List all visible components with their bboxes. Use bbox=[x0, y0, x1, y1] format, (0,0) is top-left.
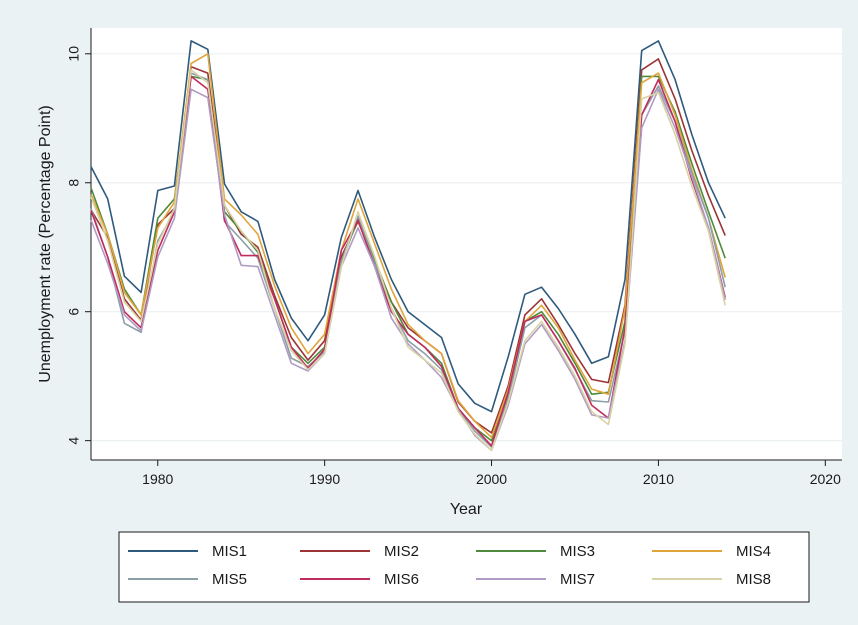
legend-label-mis6: MIS6 bbox=[384, 571, 419, 588]
y-tick-label: 8 bbox=[66, 179, 82, 187]
legend: MIS1 MIS2 MIS3 MIS4 MIS5 MIS6 MIS7 MIS8 bbox=[118, 531, 810, 603]
plot-area bbox=[91, 28, 842, 460]
y-tick-label: 6 bbox=[66, 308, 82, 316]
x-axis-title: Year bbox=[450, 501, 483, 518]
gridlines bbox=[91, 53, 842, 442]
series-line-mis4 bbox=[90, 52, 726, 439]
series-lines bbox=[90, 40, 726, 452]
x-axis-ticks: 1980 1990 2000 2010 2020 bbox=[142, 460, 841, 487]
legend-label-mis7: MIS7 bbox=[560, 571, 595, 588]
legend-label-mis1: MIS1 bbox=[212, 543, 247, 560]
y-tick-label: 10 bbox=[66, 46, 82, 62]
series-line-mis2 bbox=[90, 58, 726, 434]
y-axis-ticks: 4 6 8 10 bbox=[66, 46, 91, 445]
legend-label-mis2: MIS2 bbox=[384, 543, 419, 560]
series-line-mis6 bbox=[90, 75, 726, 447]
series-line-mis7 bbox=[90, 88, 726, 452]
x-tick-label: 2010 bbox=[643, 471, 674, 487]
y-axis-title: Unemployment rate (Percentage Point) bbox=[37, 105, 54, 382]
legend-items: MIS1 MIS2 MIS3 MIS4 MIS5 MIS6 MIS7 MIS8 bbox=[128, 543, 771, 588]
x-tick-label: 1990 bbox=[309, 471, 340, 487]
legend-box bbox=[118, 531, 810, 603]
axes bbox=[90, 28, 842, 461]
series-line-mis1 bbox=[90, 40, 726, 413]
x-tick-label: 2000 bbox=[476, 471, 507, 487]
legend-label-mis5: MIS5 bbox=[212, 571, 247, 588]
x-tick-label: 2020 bbox=[810, 471, 841, 487]
y-tick-label: 4 bbox=[66, 437, 82, 445]
legend-label-mis8: MIS8 bbox=[736, 571, 771, 588]
legend-label-mis3: MIS3 bbox=[560, 543, 595, 560]
series-line-mis8 bbox=[90, 69, 726, 452]
x-tick-label: 1980 bbox=[142, 471, 173, 487]
legend-label-mis4: MIS4 bbox=[736, 543, 771, 560]
